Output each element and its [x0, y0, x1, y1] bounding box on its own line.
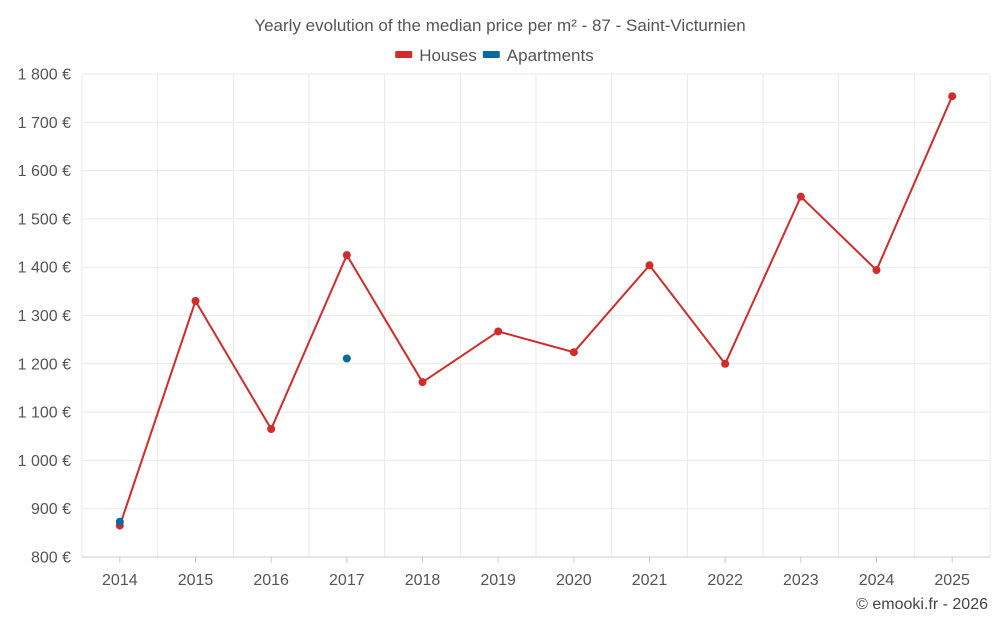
x-tick-label: 2016 — [253, 572, 289, 589]
legend-item-houses[interactable]: Houses — [395, 46, 477, 65]
data-point[interactable] — [721, 359, 730, 368]
chart-title: Yearly evolution of the median price per… — [254, 16, 745, 35]
y-tick-label: 1 700 € — [18, 115, 71, 132]
legend-swatch — [395, 51, 413, 58]
x-tick-label: 2023 — [783, 572, 819, 589]
x-tick-label: 2014 — [102, 572, 138, 589]
y-axis-ticks: 800 € 900 € 1 000 € 1 100 € 1 200 € 1 300 € 1 … — [18, 67, 71, 567]
y-tick-label: 800 € — [31, 550, 71, 567]
x-axis-ticks: 2014 2015 2016 2017 2018 2019 2020 2021 2022 2023… — [102, 557, 970, 589]
x-tick-label: 2020 — [556, 572, 592, 589]
series-layer — [115, 92, 957, 530]
legend-item-apartments[interactable]: Apartments — [482, 46, 594, 65]
data-point[interactable] — [494, 327, 503, 336]
y-tick-label: 900 € — [31, 501, 71, 518]
x-tick-label: 2022 — [707, 572, 743, 589]
y-tick-label: 1 600 € — [18, 163, 71, 180]
data-point[interactable] — [796, 192, 805, 201]
x-tick-label: 2015 — [178, 572, 214, 589]
y-tick-label: 1 500 € — [18, 211, 71, 228]
x-tick-label: 2018 — [405, 572, 441, 589]
y-tick-label: 1 300 € — [18, 308, 71, 325]
x-tick-label: 2017 — [329, 572, 365, 589]
legend-label: Houses — [419, 46, 477, 65]
x-tick-label: 2021 — [632, 572, 668, 589]
data-point[interactable] — [948, 92, 957, 101]
data-point[interactable] — [191, 297, 200, 306]
data-point[interactable] — [872, 266, 881, 275]
y-tick-label: 1 400 € — [18, 260, 71, 277]
data-point[interactable] — [267, 425, 276, 434]
series-line — [118, 95, 954, 526]
series-apartments — [115, 354, 351, 526]
x-tick-label: 2024 — [859, 572, 895, 589]
data-point[interactable] — [418, 378, 427, 387]
y-tick-label: 1 100 € — [18, 405, 71, 422]
data-point[interactable] — [115, 517, 124, 526]
legend: Houses Apartments — [395, 46, 594, 65]
data-point[interactable] — [569, 348, 578, 357]
legend-swatch — [482, 51, 500, 58]
legend-label: Apartments — [507, 46, 594, 65]
y-tick-label: 1 000 € — [18, 453, 71, 470]
x-tick-label: 2019 — [480, 572, 516, 589]
data-point[interactable] — [342, 354, 351, 363]
data-point[interactable] — [342, 251, 351, 260]
data-point[interactable] — [645, 261, 654, 270]
y-tick-label: 1 200 € — [18, 356, 71, 373]
x-tick-label: 2025 — [934, 572, 970, 589]
credit-text: © emooki.fr - 2026 — [856, 596, 988, 613]
y-tick-label: 1 800 € — [18, 67, 71, 84]
y-gridlines — [82, 73, 990, 510]
